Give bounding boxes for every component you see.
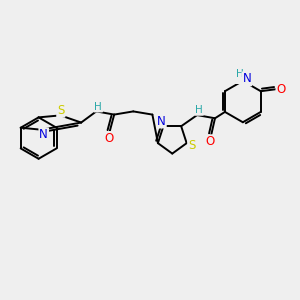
Text: O: O — [104, 132, 113, 145]
Text: H: H — [94, 102, 102, 112]
Text: H: H — [195, 105, 203, 115]
Text: N: N — [157, 115, 166, 128]
Text: S: S — [188, 139, 196, 152]
Text: N: N — [242, 72, 251, 86]
Text: O: O — [206, 135, 215, 148]
Text: N: N — [39, 128, 48, 141]
Text: S: S — [57, 104, 64, 117]
Text: O: O — [276, 83, 286, 96]
Text: H: H — [236, 69, 244, 79]
